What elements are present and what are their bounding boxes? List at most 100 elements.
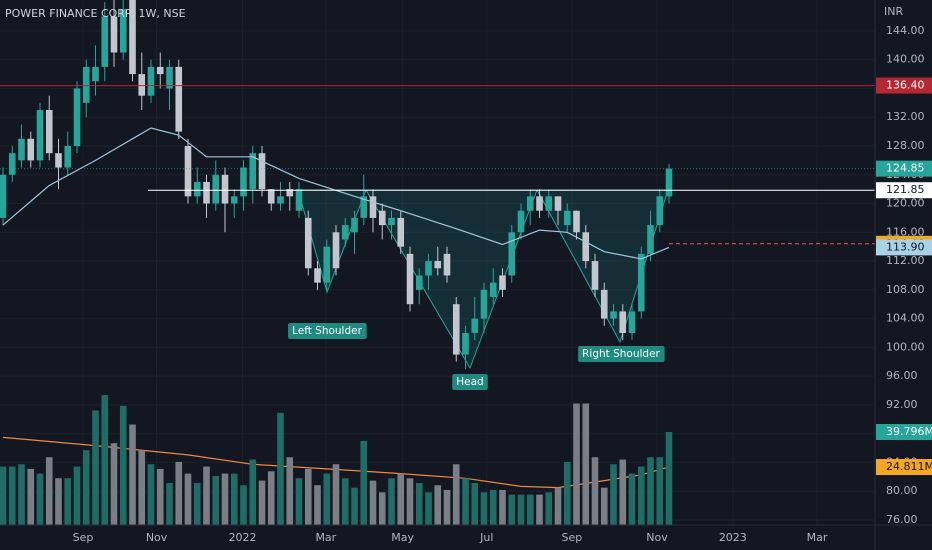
candle-body [0, 174, 7, 218]
candle-body [508, 232, 516, 276]
annotations: Left Shoulder Head Right Shoulder [288, 323, 665, 390]
candle-body [563, 210, 571, 226]
y-tick-label: 116.00 [886, 225, 925, 238]
candle-body [415, 275, 423, 290]
volume-bar [554, 487, 562, 525]
volume-bar [351, 487, 358, 525]
volume-bar [637, 466, 645, 525]
candle-body [8, 153, 16, 175]
candle-body [545, 196, 553, 211]
y-tick-label: 108.00 [886, 283, 925, 296]
candle-body [610, 311, 617, 319]
candle-body [351, 217, 358, 233]
volume-bar [406, 478, 414, 525]
volume-bar [286, 457, 294, 525]
candle-body [406, 253, 414, 305]
volume-bar [8, 466, 16, 525]
candle-body [73, 88, 81, 146]
y-tick-label: 144.00 [886, 24, 925, 37]
x-tick-label: Mar [807, 531, 828, 544]
volume-bar [267, 471, 275, 525]
volume-bar [147, 464, 155, 525]
volume-bar [471, 482, 479, 525]
volume-bar [36, 473, 44, 525]
volume-bar [175, 461, 183, 525]
price-tag-label: 136.40 [886, 79, 925, 92]
volume-bar [397, 473, 405, 525]
x-tick-label: Sep [73, 531, 94, 544]
volume-bar [360, 440, 368, 525]
pattern-label-box [452, 374, 488, 390]
volume-bar [619, 459, 627, 525]
candle-body [82, 66, 90, 103]
x-tick-label: 2022 [229, 531, 257, 544]
y-tick-label: 76.00 [886, 513, 918, 526]
candle-body [397, 217, 405, 247]
candle-body [212, 174, 220, 204]
candle-body [286, 189, 294, 197]
volume-bar [258, 480, 266, 525]
volume-bar [203, 466, 210, 525]
candle-body [378, 210, 386, 226]
volume-bar [101, 395, 109, 525]
volume-bar [82, 450, 90, 525]
volume-bar [517, 494, 525, 525]
x-tick-label: Nov [146, 531, 168, 544]
x-tick-label: Jul [479, 531, 493, 544]
y-tick-label: 112.00 [886, 254, 925, 267]
candle-body [267, 189, 275, 204]
volume-bar [628, 473, 636, 525]
candle-body [156, 66, 164, 75]
y-tick-label: 120.00 [886, 197, 925, 210]
candle-body [166, 66, 173, 89]
candle-body [110, 16, 118, 53]
volume-bar [295, 478, 303, 525]
volume-bar [332, 464, 340, 525]
candle-body [323, 246, 331, 283]
candle-body [221, 174, 229, 204]
volume-bar [656, 457, 664, 525]
volume-bar [240, 485, 247, 525]
volume-bar [508, 494, 516, 525]
volume-bar [18, 464, 25, 525]
candle-body [119, 9, 127, 53]
volume-bar [55, 478, 62, 525]
volume-bar [110, 443, 118, 525]
candle-body [471, 318, 479, 333]
volume-bar [452, 464, 460, 525]
candle-body [536, 196, 543, 211]
volume-bar [314, 485, 321, 525]
volume-bar [489, 489, 497, 525]
candle-body [18, 138, 25, 161]
candle-body [341, 225, 349, 240]
candle-body [101, 16, 109, 67]
volume-bar [526, 494, 534, 525]
volume-bar [369, 480, 377, 525]
volume-bar [425, 492, 432, 525]
volume-bar [378, 492, 386, 525]
candle-body [55, 153, 62, 168]
candle-body [573, 210, 580, 233]
candle-body [230, 196, 238, 204]
candle-body [656, 196, 664, 226]
candle-body [600, 289, 608, 319]
y-tick-label: 132.00 [886, 110, 925, 123]
volume-bar [563, 461, 571, 525]
pattern-label: Head [456, 376, 483, 388]
volume-bar [73, 466, 81, 525]
volume-bar [499, 489, 506, 525]
x-tick-label: May [391, 531, 414, 544]
volume-bar [462, 478, 469, 525]
candle-body [193, 181, 201, 197]
candle-body [591, 261, 599, 290]
moving-average [2, 127, 670, 260]
volume-bar [129, 424, 136, 525]
candle-body [92, 66, 99, 82]
y-tick-label: 96.00 [886, 369, 918, 382]
candle-body [332, 232, 340, 269]
volume-bar [166, 482, 173, 525]
volume-bar [249, 459, 257, 525]
volume-bar [323, 473, 331, 525]
volume-tag [876, 459, 932, 476]
